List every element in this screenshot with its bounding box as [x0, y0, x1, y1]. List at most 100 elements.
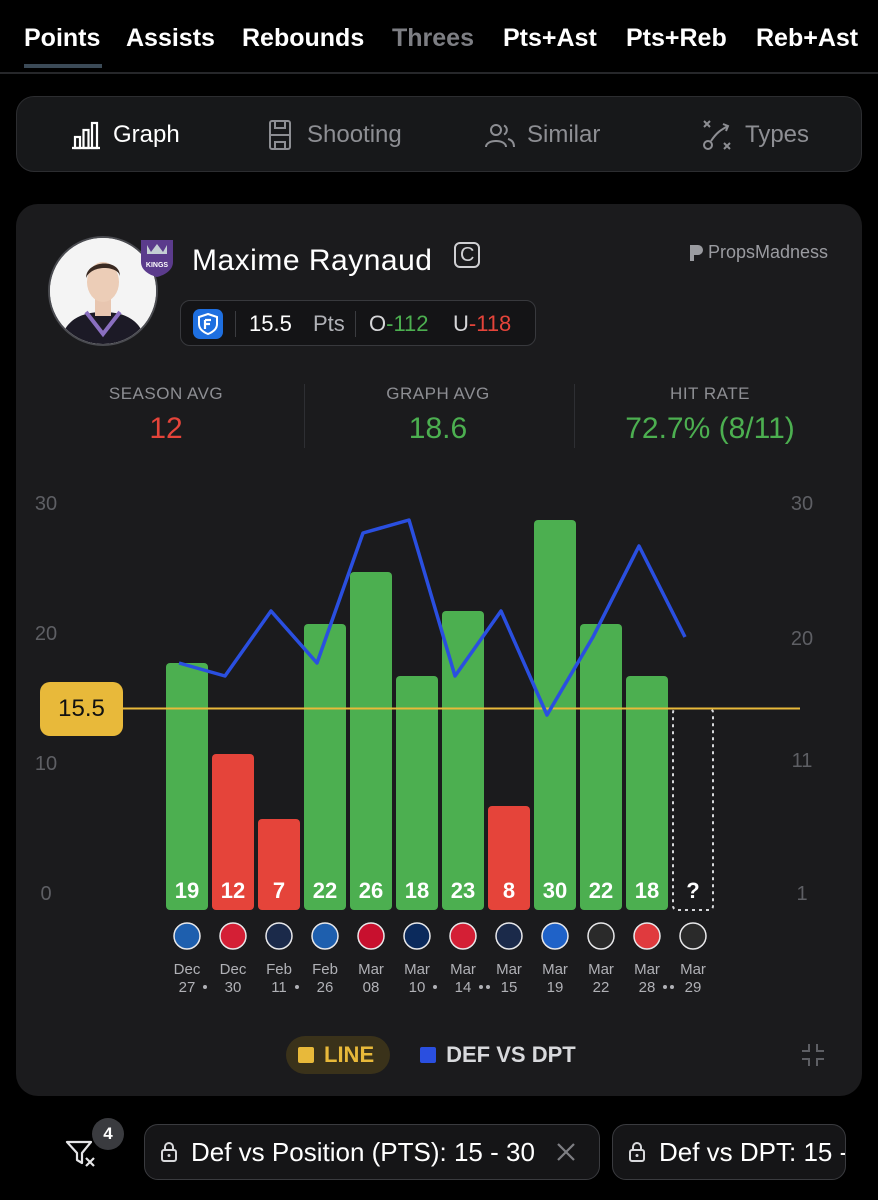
game-date-month: Dec	[174, 961, 201, 978]
game-date-day: 10	[409, 979, 426, 996]
y-axis-tick-left: 30	[35, 493, 57, 515]
tab-threes[interactable]: Threes	[392, 24, 474, 52]
y-axis-tick-right: 1	[796, 883, 807, 905]
phi-logo-icon	[541, 922, 569, 950]
player-avatar	[48, 236, 158, 346]
view-tab-label: Graph	[113, 121, 180, 148]
stat-value: 18.6	[408, 412, 468, 445]
y-axis-tick-left: 0	[40, 883, 51, 905]
view-tab-label: Types	[745, 121, 810, 148]
sportsbook-icon	[193, 309, 223, 339]
bar[interactable]	[304, 624, 346, 910]
bar[interactable]	[258, 819, 300, 910]
graph-avg-stat: GRAPH AVG 18.6	[338, 384, 538, 454]
divider	[235, 311, 236, 337]
stat-tabs: Points Assists Rebounds Threes Pts+Ast P…	[0, 0, 878, 74]
game-date-month: Feb	[312, 961, 338, 978]
legend-line[interactable]: LINE	[286, 1036, 391, 1074]
rest-day-dot	[486, 985, 490, 989]
team-logo-icon: KINGS	[141, 240, 173, 277]
filter-chip[interactable]: Def vs Position (PTS): 15 - 30	[144, 1124, 600, 1180]
uta-logo-icon	[265, 922, 293, 950]
uta-logo-icon	[495, 922, 523, 950]
game-date-day: 30	[225, 979, 242, 996]
game-date-day: 11	[271, 979, 287, 996]
divider	[304, 384, 305, 448]
legend-swatch	[420, 1047, 437, 1063]
bar[interactable]	[580, 624, 622, 910]
bar-value-label: ?	[686, 878, 699, 903]
under-odds-value: -118	[468, 311, 512, 336]
tab-points[interactable]: Points	[24, 24, 101, 52]
playbook-icon	[703, 120, 731, 150]
lac-logo-icon	[219, 922, 247, 950]
brand-name: PropsMadness	[708, 242, 829, 262]
line-value-badge: 15.5	[40, 682, 123, 736]
team-logo-text: KINGS	[146, 262, 169, 269]
game-date-day: 28	[639, 979, 656, 996]
brand-watermark: PropsMadness	[688, 242, 828, 263]
rest-day-dot	[295, 985, 299, 989]
divider	[355, 311, 356, 337]
dal-logo-icon	[173, 922, 201, 950]
tab-reb-ast[interactable]: Reb+Ast	[756, 24, 859, 52]
filter-chip-label: Def vs DPT: 15 - 30	[659, 1136, 845, 1167]
bar-chart-icon	[72, 121, 100, 150]
view-tab-types[interactable]: Types	[701, 97, 809, 173]
rest-day-dot	[433, 985, 437, 989]
stat-label: GRAPH AVG	[386, 384, 490, 403]
view-tab-similar[interactable]: Similar	[483, 97, 600, 173]
bar-value-label: 23	[451, 878, 475, 903]
tab-pts-ast[interactable]: Pts+Ast	[503, 24, 597, 52]
game-date-day: 19	[547, 979, 564, 996]
under-odds[interactable]: U-118	[453, 311, 511, 337]
view-tab-graph[interactable]: Graph	[69, 97, 180, 173]
tab-pts-reb[interactable]: Pts+Reb	[626, 24, 727, 52]
chi-logo-icon	[357, 922, 385, 950]
prop-line-pill[interactable]: 15.5 Pts O-112 U-118	[180, 300, 536, 346]
view-tab-shooting[interactable]: Shooting	[263, 97, 402, 173]
filter-clear-icon[interactable]	[64, 1136, 98, 1170]
legend-swatch	[298, 1047, 314, 1063]
stat-label: SEASON AVG	[108, 384, 224, 403]
game-date-day: 08	[363, 979, 380, 996]
game-date-month: Mar	[588, 961, 614, 978]
bar[interactable]	[442, 611, 484, 910]
game-date-month: Mar	[496, 961, 522, 978]
position-badge: C	[454, 242, 481, 268]
legend-def-vs-dpt[interactable]: DEF VS DPT	[420, 1042, 576, 1068]
filter-chip[interactable]: Def vs DPT: 15 - 30	[612, 1124, 846, 1180]
bar-value-label: 12	[221, 878, 245, 903]
bar[interactable]	[350, 572, 392, 910]
bar-value-label: 19	[175, 878, 199, 903]
y-axis-tick-right: 20	[791, 628, 813, 650]
view-tab-label: Similar	[527, 121, 601, 148]
close-icon[interactable]	[555, 1141, 577, 1163]
bar[interactable]	[534, 520, 576, 910]
player-card	[16, 204, 862, 1096]
stat-label: HIT RATE	[670, 384, 750, 403]
game-date-day: 29	[685, 979, 702, 996]
rest-day-dot	[203, 985, 207, 989]
tab-assists[interactable]: Assists	[126, 24, 215, 52]
bar[interactable]	[488, 806, 530, 910]
y-axis-tick-right: 30	[791, 493, 813, 515]
game-date-month: Mar	[450, 961, 476, 978]
divider	[574, 384, 575, 448]
bar[interactable]	[626, 676, 668, 910]
game-date-month: Mar	[542, 961, 568, 978]
hit-rate-stat: HIT RATE 72.7% (8/11)	[600, 384, 820, 454]
bar[interactable]	[396, 676, 438, 910]
game-date-month: Mar	[404, 961, 430, 978]
prop-line-value: 15.5	[249, 311, 292, 336]
bar[interactable]	[166, 663, 208, 910]
y-axis-tick-right: 11	[792, 750, 813, 772]
collapse-icon[interactable]	[800, 1042, 826, 1068]
bar-value-label: 7	[273, 878, 285, 903]
legend-label: DEF VS DPT	[446, 1042, 576, 1067]
tab-rebounds[interactable]: Rebounds	[242, 24, 365, 52]
over-odds[interactable]: O-112	[369, 311, 429, 337]
bar[interactable]	[212, 754, 254, 910]
bar-value-label: 30	[543, 878, 567, 903]
game-date-month: Mar	[634, 961, 660, 978]
